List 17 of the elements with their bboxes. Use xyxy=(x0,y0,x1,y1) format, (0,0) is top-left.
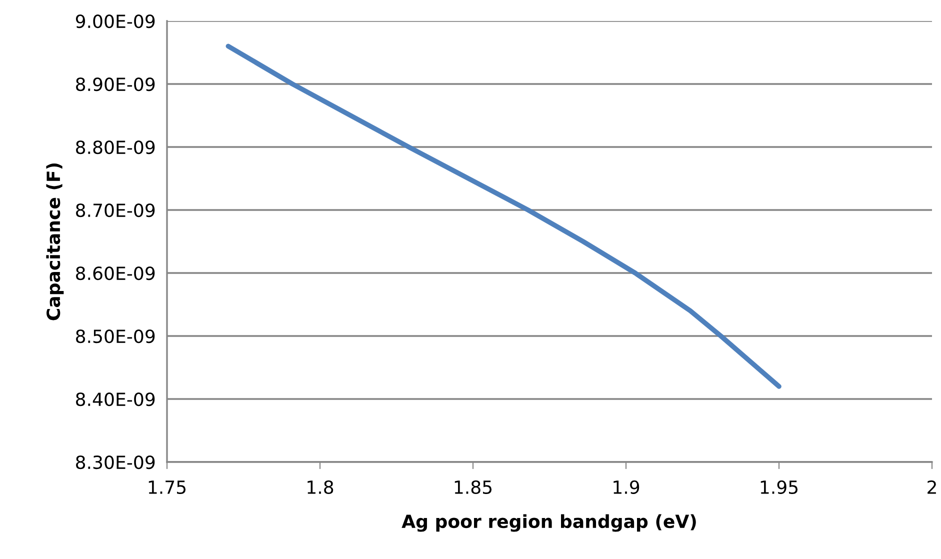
y-tick-label: 8.50E-09 xyxy=(76,329,155,344)
x-tick-label: 1.8 xyxy=(308,480,334,494)
y-tick-label: 8.40E-09 xyxy=(76,392,155,406)
x-tick-label: 2 xyxy=(928,480,936,494)
y-tick-label: 8.70E-09 xyxy=(76,203,155,218)
y-tick-label: 9.00E-09 xyxy=(76,14,155,28)
x-tick-label: 1.9 xyxy=(614,480,640,494)
y-tick-label: 8.30E-09 xyxy=(76,455,155,470)
x-axis-title: Ag poor region bandgap (eV) xyxy=(402,514,696,532)
y-tick-label: 8.60E-09 xyxy=(76,266,155,280)
y-tick-label: 8.90E-09 xyxy=(76,77,155,92)
y-axis-title: Capacitance (F) xyxy=(46,163,64,320)
x-tick-label: 1.85 xyxy=(454,480,492,494)
x-tick-label: 1.95 xyxy=(760,480,798,494)
x-tick-label: 1.75 xyxy=(148,480,186,494)
y-tick-label: 8.80E-09 xyxy=(76,140,155,154)
line-series xyxy=(226,44,782,389)
